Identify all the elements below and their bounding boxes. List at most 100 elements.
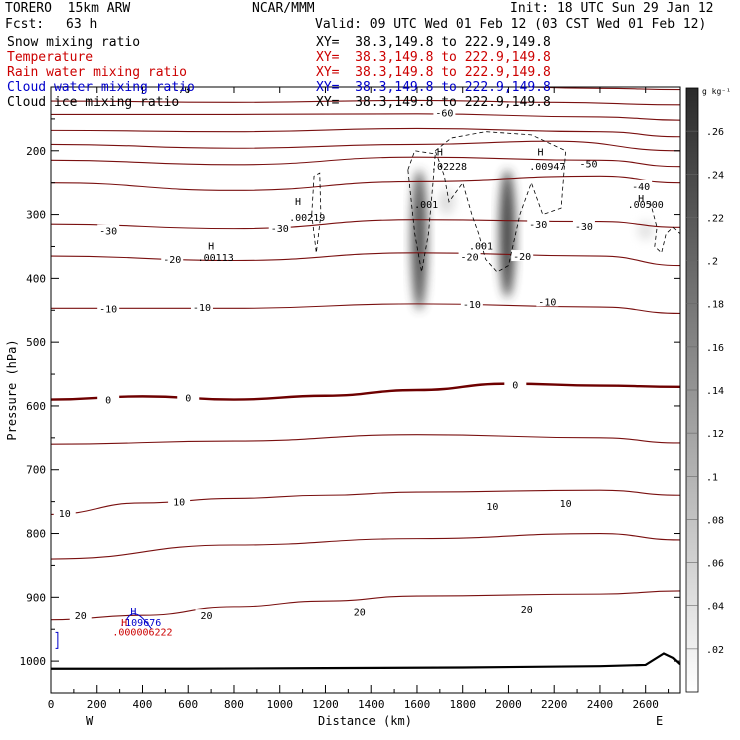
contour-label: 10	[59, 509, 71, 520]
x-tick-label: 2400	[587, 698, 614, 711]
contour-label-bg	[572, 220, 595, 232]
snow-plume	[499, 169, 516, 298]
contour-label-bg	[630, 179, 653, 191]
cloud-ice-contours	[55, 131, 680, 649]
snow-plume	[411, 169, 428, 311]
maximum-value: .00219	[289, 213, 325, 224]
snow-shading	[411, 169, 654, 311]
y-tick-label: 900	[26, 591, 46, 604]
forecast-hour: 63 h	[66, 17, 98, 32]
temperature-contour	[51, 156, 680, 168]
x-tick-label: 800	[224, 698, 244, 711]
legend-field-name: Cloud ice mixing ratio	[7, 95, 180, 110]
contour-label: -20	[513, 252, 531, 263]
maximum-marker: H	[537, 147, 543, 158]
contour-label: -30	[575, 222, 593, 233]
cloud-ice-contour	[407, 150, 436, 273]
contour-label-bg	[504, 378, 527, 390]
temperature-contour	[51, 252, 680, 267]
init-time: Init: 18 UTC Sun 29 Jan 12	[510, 1, 714, 16]
maximum-value: .000006222	[112, 628, 172, 639]
y-tick-label: 600	[26, 400, 46, 413]
y-tick-label: 700	[26, 464, 46, 477]
temperature-contour	[51, 219, 680, 230]
contour-label: 20	[75, 611, 87, 622]
terrain-line	[51, 652, 680, 670]
contour-label-bg	[433, 106, 456, 118]
x-tick-label: 0	[48, 698, 55, 711]
y-tick-label: 300	[26, 209, 46, 222]
x-tick-label: 1400	[358, 698, 385, 711]
contour-label: 10	[173, 498, 185, 509]
contour-label-bg	[515, 602, 538, 614]
annotations: H.00113H.00219.001H.02228.001H.00947H.00…	[112, 147, 663, 638]
east-label: E	[656, 714, 663, 728]
contour-label-bg	[161, 253, 184, 265]
y-tick-label: 800	[26, 528, 46, 541]
temperature-contour	[51, 127, 680, 138]
plot-frame	[50, 86, 681, 694]
temperature-contour	[51, 303, 680, 315]
contour-label-bg	[177, 391, 200, 403]
cloud-water-contour	[126, 613, 153, 630]
contour-label-bg	[195, 609, 218, 621]
contour-label-bg	[190, 301, 213, 313]
contour-label-bg	[577, 157, 600, 169]
y-axis-label: Pressure (hPa)	[5, 339, 19, 440]
contour-label-bg	[536, 295, 559, 307]
maximum-value: .109676	[119, 618, 161, 629]
contour-label: 0	[105, 396, 111, 407]
maximum-marker: H	[638, 194, 644, 205]
x-tick-label: 1200	[312, 698, 339, 711]
forecast-label: Fcst:	[5, 17, 45, 32]
colorbar-tick-label: .18	[706, 300, 724, 311]
contour-label-bg	[348, 605, 371, 617]
colorbar-tick-label: .02	[706, 645, 724, 656]
x-tick-label: 600	[178, 698, 198, 711]
contour-label: -40	[632, 182, 650, 193]
contour-label: -10	[538, 297, 556, 308]
colorbar-tick-label: .06	[706, 559, 724, 570]
contour-label-bg	[170, 87, 193, 94]
x-tick-label: 2600	[632, 698, 659, 711]
colorbar-tick-label: .16	[706, 343, 724, 354]
contour-label: -60	[435, 109, 453, 120]
y-tick-label: 500	[26, 336, 46, 349]
contour-label-bg	[511, 250, 534, 262]
legend-field-name: Snow mixing ratio	[7, 35, 141, 50]
x-tick-label: 1000	[266, 698, 293, 711]
contour-label-bg	[460, 297, 483, 309]
legend-field-name: Rain water mixing ratio	[7, 65, 188, 80]
contour-label: 20	[521, 605, 533, 616]
contour-label: 20	[201, 611, 213, 622]
legend-cross-section-coords: XY= 38.3,149.8 to 222.9,149.8	[316, 80, 551, 95]
contour-label: -10	[99, 304, 117, 315]
contour-label: -30	[99, 227, 117, 238]
contour-label-bg	[69, 609, 92, 621]
contour-label-bg	[458, 250, 481, 262]
colorbar-tick-label: .2	[706, 257, 718, 268]
x-axis-label: Distance (km)	[318, 714, 412, 728]
contour-label-bg	[527, 218, 550, 230]
contour-label: -30	[271, 224, 289, 235]
x-axis: 0 200 400 600 800 1000 1200 1400 1600 1800 2000 220…	[48, 87, 670, 711]
contour-label: 0	[185, 394, 191, 405]
x-tick-label: 2000	[495, 698, 522, 711]
x-tick-label: 400	[133, 698, 153, 711]
maximum-value: .02228	[431, 162, 467, 173]
cloud-ice-contour	[311, 172, 322, 253]
colorbar-unit: g kg⁻¹	[702, 87, 731, 96]
cloud-ice-contour	[649, 201, 680, 254]
contour-label-bg	[97, 393, 120, 405]
colorbar-tick-label: .1	[706, 472, 718, 483]
colorbar-tick-label: .12	[706, 429, 724, 440]
legend-cross-section-coords: XY= 38.3,149.8 to 222.9,149.8	[316, 35, 551, 50]
cloud-ice-contour	[434, 131, 567, 273]
snow-plume	[637, 220, 654, 241]
contour-label: -30	[529, 220, 547, 231]
legend-field-name: Temperature	[7, 50, 94, 65]
colorbar-tick-label: .04	[706, 602, 724, 613]
contour-label-bg	[53, 507, 76, 519]
